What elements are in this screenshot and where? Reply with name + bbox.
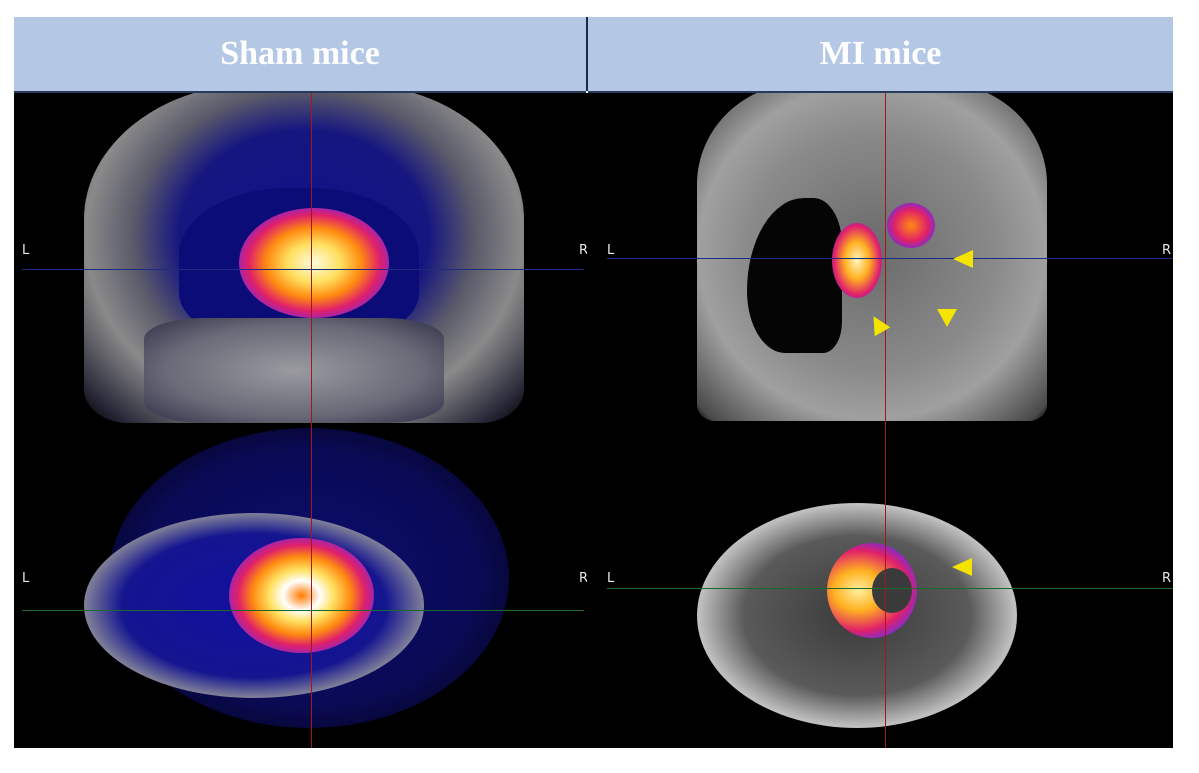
arrowhead-icon <box>937 309 957 327</box>
mi-crosshair-axial <box>607 588 1173 589</box>
column-header-mi: MI mice <box>588 17 1173 93</box>
mi-coronal-signal-2 <box>887 203 935 248</box>
column-header-sham: Sham mice <box>14 17 586 93</box>
sham-crosshair-vertical <box>311 93 312 748</box>
mi-coronal-right-label: R <box>1162 243 1172 258</box>
sham-crosshair-coronal <box>22 269 584 270</box>
sham-coronal-left-label: L <box>22 243 30 258</box>
mi-axial-left-label: L <box>607 571 615 586</box>
header-divider <box>586 17 588 91</box>
sham-coronal-abdomen <box>144 318 444 423</box>
mi-image-panel: L R L R <box>587 93 1173 748</box>
mi-axial-signal-gap <box>872 568 912 613</box>
arrowhead-icon <box>952 558 972 576</box>
sham-coronal-right-label: R <box>579 243 587 258</box>
sham-axial-right-label: R <box>579 571 587 586</box>
sham-axial-heart-signal <box>229 538 374 653</box>
mi-crosshair-coronal <box>607 258 1173 259</box>
sham-coronal-heart-signal <box>239 208 389 318</box>
sham-image-panel: L R L R <box>14 93 587 748</box>
mi-axial-right-label: R <box>1162 571 1172 586</box>
sham-crosshair-axial <box>22 610 584 611</box>
mi-coronal-left-label: L <box>607 243 615 258</box>
mi-coronal-signal-1 <box>832 223 882 298</box>
sham-axial-left-label: L <box>22 571 30 586</box>
arrowhead-icon <box>953 250 973 268</box>
mi-crosshair-vertical <box>885 93 886 748</box>
